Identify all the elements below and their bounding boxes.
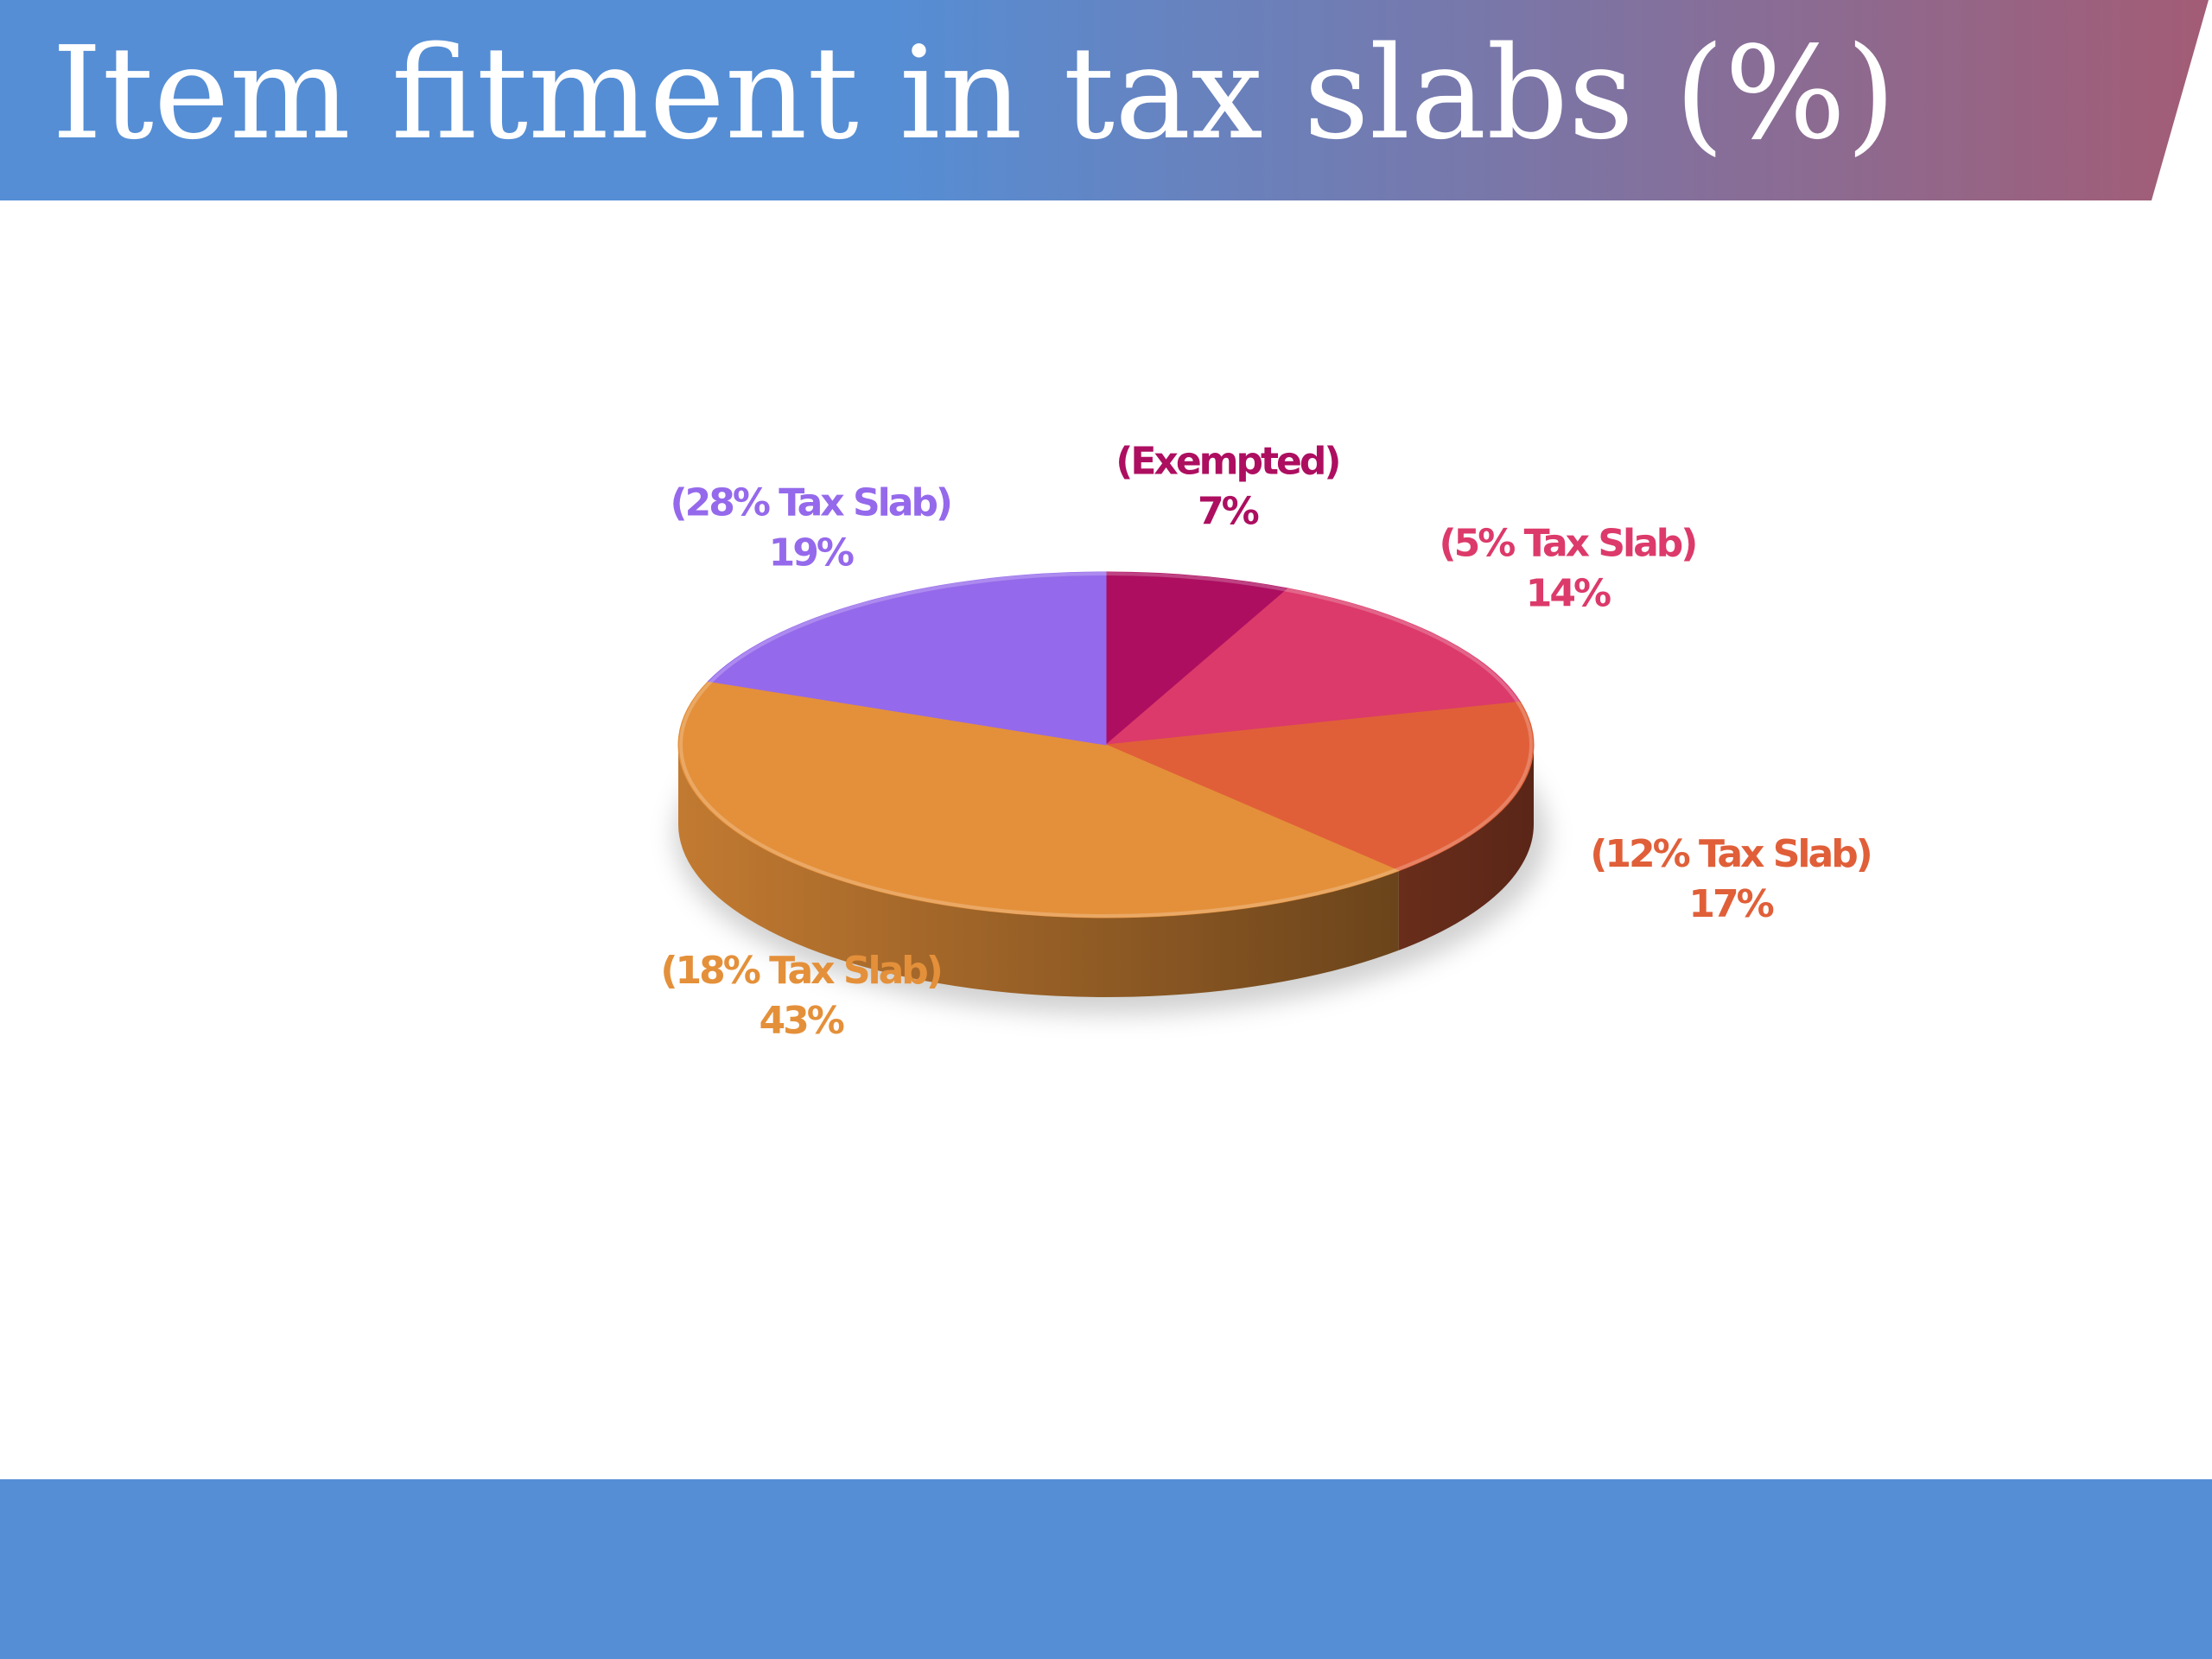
slice-label-5: (28% Tax Slab) 19% [671,481,954,575]
slice-category-label: (28% Tax Slab) [671,481,951,525]
pie-side-4 [678,745,1399,997]
slice-category-label: (12% Tax Slab) [1590,832,1871,876]
slice-category-label: (5% Tax Slab) [1439,522,1695,566]
title-bar: Item fitment in tax slabs (%) [0,0,2212,200]
pie-slice-5 [707,571,1107,746]
slice-category-label: (Exempted) [1116,439,1338,483]
pie-slice-3 [1104,701,1535,872]
slice-category-label: (18% Tax Slab) [660,949,941,993]
slide-title: Item fitment in tax slabs (%) [52,19,1897,168]
slice-label-1: (Exempted) 7% [1116,439,1341,533]
pie-slice-4 [677,680,1401,918]
slice-value-label: 19% [769,531,854,575]
pie-slice-2 [1104,588,1522,746]
pie-rim-highlight [679,572,1533,918]
slice-value-label: 14% [1526,572,1611,616]
pie-slice-1 [1105,571,1289,747]
slice-label-4: (18% Tax Slab) 43% [660,949,944,1043]
pie-chart: (Exempted) 7% (5% Tax Slab) 14% (12% Tax Sla… [660,439,1873,1043]
pie-chart-area: (Exempted) 7% (5% Tax Slab) 14% (12% Tax Sla… [0,200,2212,1479]
slice-label-3: (12% Tax Slab) 17% [1590,832,1873,926]
pie-side-3 [1398,745,1534,950]
slice-value-label: 17% [1688,882,1773,926]
slice-value-label: 7% [1198,489,1259,533]
title-bar-background [0,0,2209,200]
slice-value-label: 43% [759,999,843,1043]
footer-bar [0,1479,2212,1659]
slice-label-2: (5% Tax Slab) 14% [1439,522,1698,616]
